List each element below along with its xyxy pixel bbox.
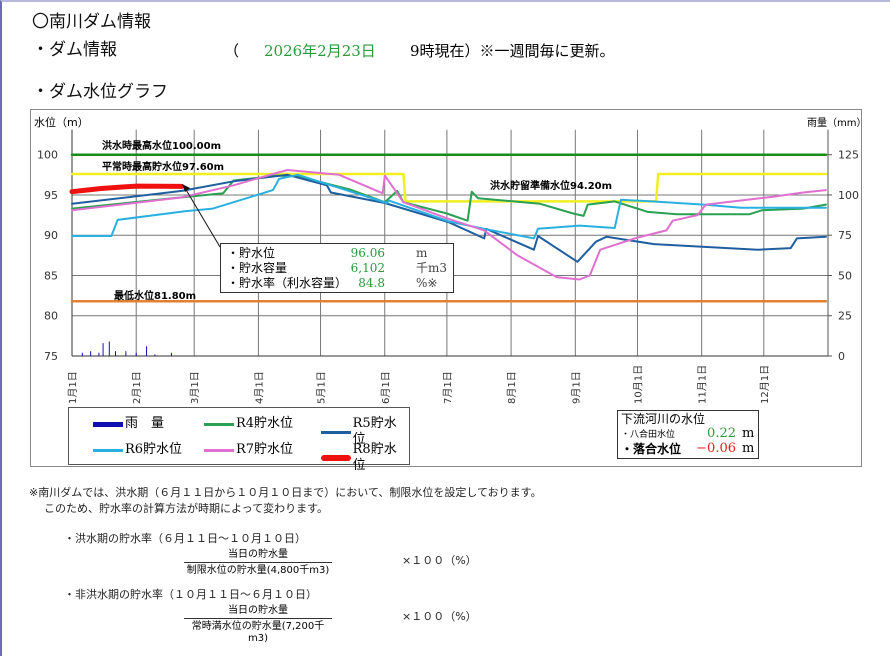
callout-arrow [184, 187, 221, 248]
legend-swatch [204, 448, 234, 452]
status-value-volume: 6,102 [350, 261, 385, 275]
y-tick-label: 100 [37, 149, 58, 162]
x-tick-label: 12月1日 [759, 365, 771, 404]
x-tick-label: 10月1日 [632, 365, 644, 404]
river-value-hachigoda: 0.22 [707, 426, 736, 441]
reference-line [70, 172, 828, 203]
status-value-rate: 84.8 [358, 276, 385, 290]
series-line-R8貯水位 [69, 183, 185, 195]
update-date: 2026年2月23日 [264, 42, 376, 60]
ref-label-flood-reserve: 洪水貯留準備水位94.20m [490, 179, 612, 192]
legend-swatch [204, 422, 234, 426]
river-unit-ochiai: m [742, 441, 755, 456]
y2-tick-label: 125 [838, 149, 859, 162]
y-tick-label: 90 [44, 229, 58, 242]
open-paren: （ [224, 42, 240, 60]
legend-label: R4貯水位 [236, 416, 294, 431]
y-axis-label: 水位（m） [34, 115, 89, 129]
flood-denominator: 制限水位の貯水量(4,800千m3) [184, 562, 332, 577]
chart-legend: 雨 量 R4貯水位 R5貯水位 R6貯水位 R7貯水位 R8貯水位 [68, 407, 410, 473]
nonflood-rate-title: ・非洪水期の貯水率（１０月１１日～６月１０日） [64, 588, 317, 601]
x-tick-label: 8月1日 [506, 371, 518, 404]
legend-label: R8貯水位 [352, 442, 397, 473]
status-unit-rate: %※ [416, 276, 438, 290]
flood-multiplier: ×１００（%） [402, 554, 477, 567]
callout-arrowhead-icon [182, 184, 190, 192]
legend-r4: R4貯水位 [204, 416, 293, 432]
legend-label: 雨 量 [125, 416, 165, 431]
y2-tick-label: 100 [838, 189, 859, 202]
nonflood-numerator: 当日の貯水量 [228, 605, 288, 616]
x-tick-label: 7月1日 [442, 371, 454, 404]
series-line-R6貯水位 [71, 173, 827, 240]
label: ・貯水位 [227, 246, 276, 260]
legend-swatch [321, 430, 351, 434]
legend-r7: R7貯水位 [204, 442, 293, 458]
y-tick-label: 75 [44, 350, 58, 363]
x-tick-label: 5月1日 [316, 371, 328, 404]
legend-r8: R8貯水位 [321, 442, 409, 474]
chart-frame [30, 109, 862, 467]
y2-tick-label: 25 [838, 310, 852, 323]
y2-tick-label: 50 [838, 269, 852, 282]
flood-numerator: 当日の貯水量 [228, 549, 288, 560]
series-line-R7貯水位 [71, 169, 827, 281]
downstream-river-box: 下流河川の水位 ・八合田水位 0.22 m ・落合水位 −0.06 m [617, 410, 759, 459]
legend-swatch [93, 421, 123, 427]
river-unit-hachigoda: m [742, 426, 755, 441]
status-unit-volume: 千m3 [416, 261, 448, 275]
nonflood-rate-fraction: 当日の貯水量 常時満水位の貯水量(7,200千m3) [184, 605, 332, 645]
y-tick-label: 80 [44, 310, 58, 323]
update-time-note: 9時現在）※一週間毎に更新。 [410, 42, 615, 60]
river-title: 下流河川の水位 [621, 412, 706, 426]
legend-r6: R6貯水位 [93, 442, 182, 458]
status-row-level: ・貯水位 [227, 246, 275, 260]
nonflood-multiplier: ×１００（%） [402, 610, 477, 623]
y2-axis-label: 雨量（mm） [807, 117, 866, 129]
status-unit-level: m [416, 246, 428, 260]
y-tick-label: 85 [44, 269, 58, 282]
x-tick-label: 1月1日 [67, 371, 79, 404]
dam-info-label: ・ダム情報 [32, 40, 117, 60]
water-level-chart: 水位（m） 雨量（mm） 75 80 85 90 95 100 0 25 50 75 100 125 1… [34, 115, 866, 404]
label: ・貯水容量 [227, 261, 288, 275]
river-value-ochiai: −0.06 [696, 441, 736, 456]
note-line1: ※南川ダムでは、洪水期（６月１１日から１０月１０日まで）において、制限水位を設定… [29, 486, 542, 499]
nonflood-denominator: 常時満水位の貯水量(7,200千m3) [184, 618, 332, 645]
current-status-box: ・貯水位 ・貯水容量 ・貯水率（利水容量） 96.06 6,102 84.8 m… [220, 243, 454, 293]
series-line-R4貯水位 [71, 174, 827, 222]
label: ・貯水率（利水容量） [227, 276, 348, 290]
flood-rate-fraction: 当日の貯水量 制限水位の貯水量(4,800千m3) [184, 549, 332, 577]
note-line2: このため、貯水率の計算方法が時期によって変わります。 [44, 502, 329, 515]
ref-label-normal-max: 平常時最高貯水位97.60m [102, 160, 224, 173]
graph-label: ・ダム水位グラフ [32, 82, 168, 102]
y2-tick-label: 75 [838, 229, 852, 242]
status-row-volume: ・貯水容量 [227, 261, 287, 275]
river-label-ochiai: ・落合水位 [621, 442, 682, 456]
x-tick-label: 4月1日 [253, 371, 265, 404]
legend-swatch [93, 448, 123, 452]
x-tick-label: 9月1日 [570, 371, 582, 404]
legend-label: R7貯水位 [236, 442, 294, 457]
ref-label-minimum: 最低水位81.80m [114, 289, 196, 302]
legend-swatch [321, 455, 351, 461]
legend-label: R5貯水位 [352, 416, 397, 447]
river-label-hachigoda: ・八合田水位 [621, 430, 676, 440]
x-tick-label: 11月1日 [697, 365, 709, 404]
ref-label-flood-max: 洪水時最高水位100.00m [102, 139, 221, 152]
x-tick-label: 6月1日 [380, 371, 392, 404]
legend-rain: 雨 量 [93, 416, 164, 432]
y-tick-label: 95 [44, 189, 58, 202]
flood-rate-title: ・洪水期の貯水率（６月１１日～１０月１０日） [64, 532, 306, 545]
x-tick-label: 2月1日 [131, 371, 143, 404]
legend-r5: R5貯水位 [321, 416, 409, 448]
page-title: 〇南川ダム情報 [32, 12, 151, 32]
x-tick-label: 3月1日 [189, 371, 201, 404]
status-value-level: 96.06 [350, 246, 385, 260]
legend-label: R6貯水位 [125, 442, 183, 457]
status-row-rate: ・貯水率（利水容量） [227, 276, 347, 290]
y2-tick-label: 0 [838, 350, 845, 363]
